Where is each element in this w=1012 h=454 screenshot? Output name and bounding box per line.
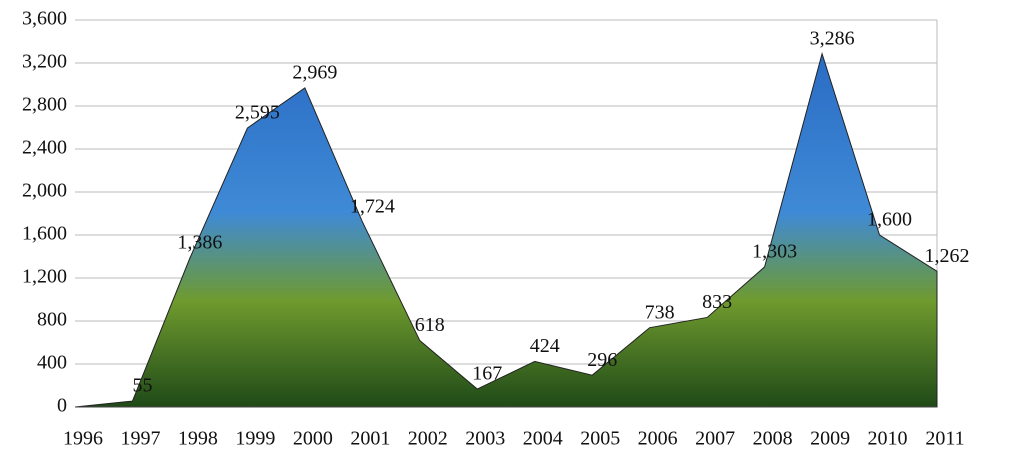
data-label: 424: [530, 335, 560, 357]
data-label: 1,303: [752, 241, 797, 263]
data-label: 3,286: [810, 27, 855, 49]
x-tick-label: 1997: [120, 428, 160, 450]
data-label: 833: [702, 291, 732, 313]
data-label: 55: [132, 375, 152, 397]
x-tick-label: 1996: [63, 428, 103, 450]
data-label: 2,595: [235, 102, 280, 124]
x-tick-label: 2011: [925, 428, 964, 450]
y-tick-label: 1,600: [22, 223, 67, 245]
area: [74, 51, 938, 408]
y-tick-label: 2,400: [22, 137, 67, 159]
y-tick-label: 3,600: [22, 8, 67, 30]
x-tick-label: 2002: [408, 428, 448, 450]
data-label: 738: [645, 301, 675, 323]
x-tick-label: 1999: [235, 428, 275, 450]
x-tick-label: 2003: [465, 428, 505, 450]
data-label: 618: [415, 314, 445, 336]
data-label: 1,386: [177, 232, 222, 254]
y-tick-label: 2,000: [22, 180, 67, 202]
data-label: 1,600: [867, 209, 912, 231]
x-tick-label: 2010: [868, 428, 908, 450]
y-tick-label: 2,800: [22, 94, 67, 116]
y-tick-label: 3,200: [22, 51, 67, 73]
data-label: 296: [587, 349, 617, 371]
x-tick-label: 2001: [350, 428, 390, 450]
y-tick-label: 1,200: [22, 266, 67, 288]
y-tick-label: 0: [57, 395, 67, 417]
x-tick-label: 2008: [753, 428, 793, 450]
x-tick-label: 2004: [523, 428, 563, 450]
y-tick-label: 400: [37, 352, 67, 374]
data-label: 167: [472, 363, 502, 385]
data-label: 1,724: [350, 195, 395, 217]
y-tick-label: 800: [37, 309, 67, 331]
x-tick-label: 2009: [810, 428, 850, 450]
data-label: 2,969: [292, 61, 337, 83]
data-label: 1,262: [925, 245, 970, 267]
x-tick-label: 2000: [293, 428, 333, 450]
x-tick-label: 2005: [580, 428, 620, 450]
x-tick-label: 1998: [178, 428, 218, 450]
x-tick-label: 2006: [638, 428, 678, 450]
x-tick-label: 2007: [695, 428, 735, 450]
